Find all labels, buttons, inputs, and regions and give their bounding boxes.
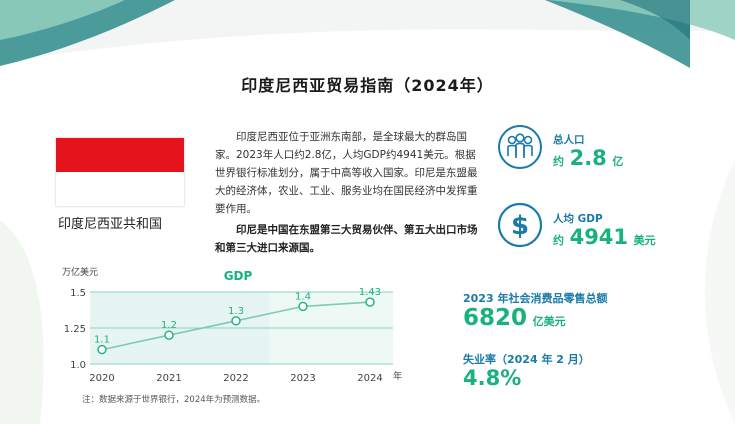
unemployment-label: 失业率（2024 年 2 月） — [463, 353, 590, 366]
gdp-data-point — [365, 297, 375, 307]
country-name: 印度尼西亚共和国 — [58, 217, 163, 232]
x-tick-label: 2020 — [89, 373, 114, 384]
page-title: 印度尼西亚贸易指南（2024年） — [241, 76, 494, 95]
x-axis-label: 年 — [393, 370, 402, 382]
gdp-data-point — [298, 301, 308, 312]
svg-text:$: $ — [511, 211, 529, 241]
gdp-data-label: 1.4 — [295, 291, 311, 302]
dollar-icon: $ — [497, 202, 543, 248]
population-value: 约 2.8 亿 — [553, 146, 624, 170]
gdp-data-label: 1.1 — [94, 335, 110, 346]
people-icon — [498, 125, 542, 169]
indonesia-flag-icon — [56, 138, 184, 206]
chart-title: GDP — [224, 269, 253, 283]
unemployment-value: 4.8% — [463, 366, 522, 390]
x-tick-label: 2022 — [223, 373, 248, 384]
gdp-data-label: 1.2 — [161, 320, 177, 331]
intro-paragraph: 印度尼西亚位于亚洲东南部，是全球最大的群岛国家。2023年人口约2.8亿，人均G… — [215, 131, 478, 215]
gdp-per-capita-value: 约 4941 美元 — [553, 225, 656, 249]
gdp-per-capita-label: 人均 GDP — [553, 213, 603, 225]
trade-highlight: 印尼是中国在东盟第三大贸易伙伴、第五大出口市场和第三大进口来源国。 — [215, 224, 478, 254]
x-tick-label: 2023 — [290, 373, 315, 384]
retail-sales-label: 2023 年社会消费品零售总额 — [463, 292, 608, 305]
gdp-data-point — [164, 330, 174, 340]
retail-sales-value: 6820 亿美元 — [463, 305, 566, 331]
y-axis-label: 万亿美元 — [62, 266, 98, 278]
population-label: 总人口 — [553, 134, 585, 146]
gdp-data-label: 1.3 — [228, 306, 244, 317]
gdp-data-label: 1.43 — [359, 287, 381, 298]
y-tick-label: 1.0 — [70, 360, 86, 371]
footnote: 注：数据来源于世界银行，2024年为预测数据。 — [82, 395, 266, 405]
gdp-data-point — [97, 344, 107, 355]
x-tick-label: 2024 — [357, 373, 382, 384]
y-tick-label: 1.5 — [70, 288, 86, 299]
gdp-data-point — [231, 316, 241, 326]
y-tick-label: 1.25 — [64, 324, 86, 335]
x-tick-label: 2021 — [156, 373, 181, 384]
